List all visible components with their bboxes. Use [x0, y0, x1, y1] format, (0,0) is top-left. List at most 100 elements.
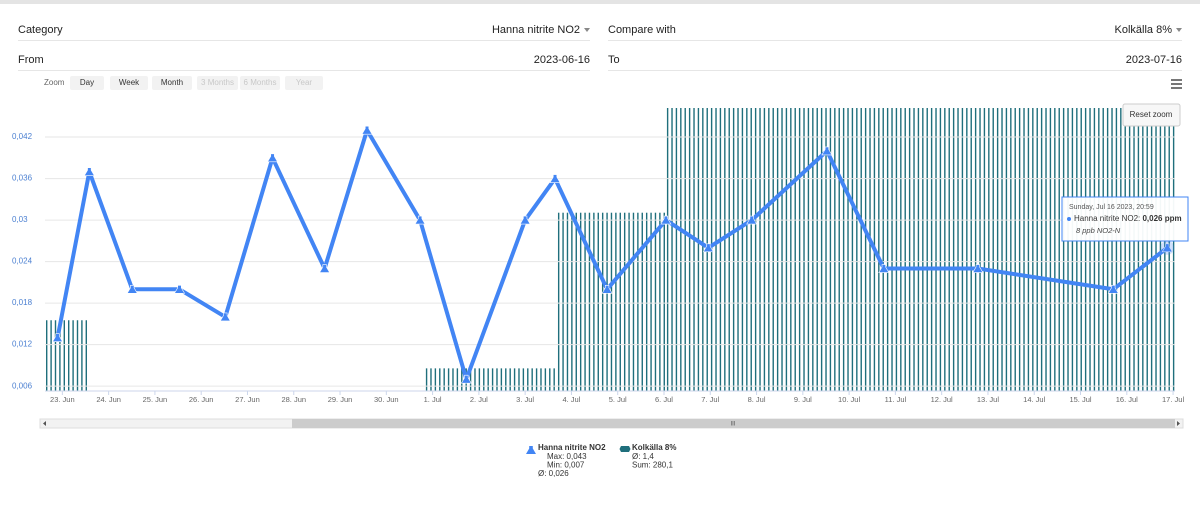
zoom-button-label: Day [80, 78, 94, 87]
bar [76, 320, 79, 391]
bar [650, 212, 652, 391]
bar [1093, 108, 1096, 391]
bar [72, 320, 74, 391]
point-marker [460, 374, 472, 384]
category-row[interactable]: Category Hanna nitrite NO2 [18, 10, 590, 41]
bar [1040, 108, 1043, 391]
legend-stat: Ø: 1,4 [632, 452, 654, 461]
bar [571, 212, 573, 391]
bar [478, 368, 481, 391]
bar [483, 368, 485, 391]
bar [842, 108, 845, 391]
tooltip-note: 8 ppb NO2-N [1076, 226, 1121, 235]
bar [615, 212, 617, 391]
bar [829, 108, 832, 391]
x-tick-label: 12. Jul [931, 395, 953, 404]
bar [1102, 108, 1104, 391]
x-tick-label: 3. Jul [516, 395, 534, 404]
bar [768, 108, 770, 391]
compare-row[interactable]: Compare with Kolkälla 8% [608, 10, 1182, 41]
bar [996, 108, 999, 391]
bar [838, 108, 840, 391]
date-input[interactable]: 2023-07-16 [1125, 54, 1182, 66]
bar [847, 108, 849, 391]
point-marker [361, 125, 373, 135]
date-input[interactable]: 2023-06-16 [533, 54, 590, 66]
bar [505, 368, 507, 391]
x-tick-label: 9. Jul [794, 395, 812, 404]
x-tick-label: 26. Jun [189, 395, 214, 404]
bar [1010, 108, 1012, 391]
y-tick-label: 0,042 [12, 132, 33, 141]
bar [1084, 108, 1087, 391]
bar [926, 108, 928, 391]
menu-button[interactable] [1171, 79, 1182, 89]
zoom-button[interactable] [152, 76, 192, 90]
point-marker [702, 243, 714, 253]
bar [557, 212, 560, 391]
zoom-button[interactable] [70, 76, 104, 90]
bar [908, 108, 911, 391]
bar [434, 368, 437, 391]
bar [1137, 108, 1140, 391]
bar [1115, 108, 1118, 391]
x-tick-label: 8. Jul [748, 395, 766, 404]
bar [794, 108, 796, 391]
legend-stat: Min: 0,007 [547, 461, 585, 470]
bar [719, 108, 722, 391]
bar [728, 108, 730, 391]
bar [781, 108, 783, 391]
zoom-button [285, 76, 323, 90]
bar [930, 108, 933, 391]
x-tick-label: 4. Jul [562, 395, 580, 404]
bar [518, 368, 520, 391]
bar [46, 320, 48, 391]
legend-marker[interactable] [619, 446, 631, 452]
bar [675, 108, 678, 391]
bar [1023, 108, 1025, 391]
from-row[interactable]: From 2023-06-16 [18, 40, 590, 71]
bar [979, 108, 981, 391]
reset-zoom-button[interactable] [1122, 103, 1181, 127]
bar [869, 108, 871, 391]
tooltip-value: 0,026 ppm [1142, 214, 1181, 223]
bar [522, 368, 525, 391]
bar [966, 108, 968, 391]
zoom-button[interactable] [110, 76, 148, 90]
bar [549, 368, 551, 391]
scrollbar-grip: III [730, 422, 735, 428]
to-row[interactable]: To 2023-07-16 [608, 40, 1182, 71]
legend-marker[interactable] [526, 446, 536, 454]
tooltip-series: Hanna nitrite NO2: [1074, 214, 1142, 223]
x-tick-label: 14. Jul [1023, 395, 1045, 404]
y-tick-label: 0,018 [12, 298, 33, 307]
bar [637, 212, 639, 391]
x-tick-label: 5. Jul [609, 395, 627, 404]
legend-stat: Max: 0,043 [547, 452, 587, 461]
legend-name[interactable]: Hanna nitrite NO2 [538, 443, 606, 452]
bar [759, 108, 761, 391]
bar [1155, 108, 1157, 391]
x-tick-label: 27. Jun [235, 395, 260, 404]
zoom-button-label: Year [296, 78, 313, 87]
bar [474, 368, 476, 391]
scrollbar-thumb[interactable] [292, 419, 1175, 428]
value: Hanna nitrite NO2 [491, 24, 580, 36]
select[interactable]: Hanna nitrite NO2 [492, 24, 590, 36]
y-tick-label: 0,006 [12, 381, 33, 390]
bar [1098, 108, 1100, 391]
bar [1076, 108, 1078, 391]
y-tick-label: 0,024 [12, 257, 33, 266]
bar [659, 212, 661, 391]
top-bar [0, 0, 1200, 4]
select[interactable]: Kolkälla 8% [1115, 24, 1182, 36]
series-line [55, 128, 1169, 382]
y-tick-label: 0,03 [12, 215, 28, 224]
bar [610, 212, 613, 391]
bar [575, 212, 577, 391]
bar [1005, 108, 1008, 391]
legend-name[interactable]: Kolkälla 8% [632, 443, 676, 452]
bar [544, 368, 547, 391]
bar [803, 108, 805, 391]
